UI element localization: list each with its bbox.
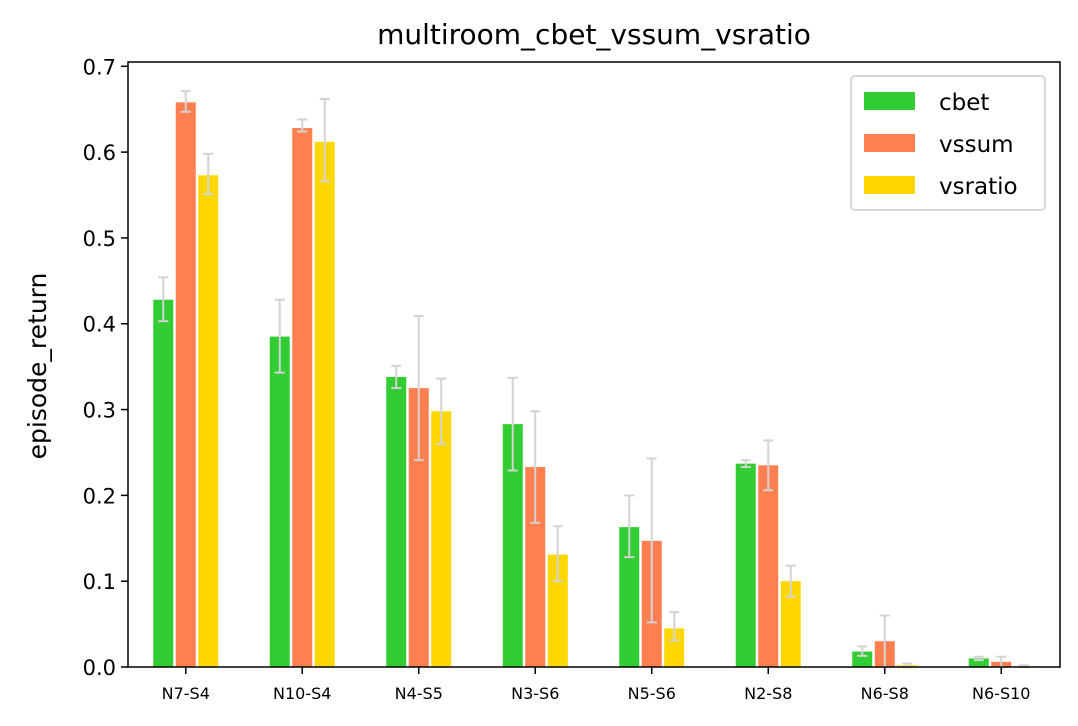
legend: cbet vssum vsratio — [850, 75, 1046, 211]
y-tick-label: 0.7 — [83, 55, 116, 79]
error-bar-vsratio-N7-S4 — [203, 152, 214, 196]
bar-cbet-N4-S5 — [386, 376, 407, 667]
y-axis-label: episode_return — [23, 273, 52, 460]
error-bar-cbet-N3-S6 — [507, 376, 518, 472]
legend-label-vssum: vssum — [939, 132, 1014, 158]
bar-vsratio-N3-S6 — [547, 554, 568, 667]
bar-vssum-N7-S4 — [175, 102, 196, 667]
bar-cbet-N2-S8 — [735, 463, 756, 667]
error-bar-vssum-N7-S4 — [180, 90, 191, 113]
bar-cbet-N6-S10 — [968, 658, 989, 667]
bar-vssum-N3-S6 — [525, 467, 546, 667]
x-tick-label: N3-S6 — [511, 684, 559, 703]
y-tick-label: 0.4 — [83, 313, 116, 337]
legend-swatch-vsratio — [864, 176, 915, 194]
bar-vsratio-N10-S4 — [314, 141, 335, 667]
error-bar-cbet-N6-S10 — [973, 655, 984, 662]
error-bar-vsratio-N4-S5 — [436, 377, 447, 445]
error-bar-vsratio-N2-S8 — [785, 564, 796, 598]
error-bar-cbet-N7-S4 — [158, 276, 169, 323]
error-bar-vsratio-N10-S4 — [319, 97, 330, 183]
bar-cbet-N3-S6 — [502, 424, 523, 667]
x-tick-label: N7-S4 — [162, 684, 210, 703]
bar-vssum-N2-S8 — [758, 465, 779, 667]
error-bar-vssum-N2-S8 — [763, 439, 774, 492]
bar-cbet-N5-S6 — [619, 527, 640, 667]
chart-title: multiroom_cbet_vssum_vsratio — [377, 18, 811, 51]
error-bar-cbet-N2-S8 — [740, 459, 751, 469]
y-tick-label: 0.5 — [83, 227, 116, 251]
error-bar-cbet-N6-S8 — [857, 645, 868, 657]
x-tick-label: N6-S8 — [861, 684, 909, 703]
legend-swatch-vssum — [864, 134, 915, 152]
error-bar-vssum-N3-S6 — [530, 410, 541, 524]
legend-label-cbet: cbet — [939, 90, 989, 116]
x-tick-label: N10-S4 — [273, 684, 331, 703]
bar-vsratio-N7-S4 — [198, 175, 219, 667]
bar-cbet-N7-S4 — [153, 299, 174, 667]
error-bar-cbet-N4-S5 — [391, 364, 402, 390]
bar-vssum-N4-S5 — [408, 388, 429, 667]
legend-label-vsratio: vsratio — [939, 174, 1018, 200]
error-bar-vssum-N4-S5 — [413, 315, 424, 462]
y-tick-label: 0.6 — [83, 141, 116, 165]
bar-vsratio-N4-S5 — [431, 411, 452, 667]
error-bars-layer — [158, 90, 1029, 668]
bar-vsratio-N5-S6 — [664, 628, 685, 667]
error-bar-vssum-N10-S4 — [297, 118, 308, 133]
error-bar-cbet-N10-S4 — [274, 298, 285, 374]
x-tick-label: N5-S6 — [628, 684, 676, 703]
error-bar-vsratio-N3-S6 — [552, 525, 563, 583]
bar-cbet-N10-S4 — [269, 336, 290, 667]
bars-layer — [153, 102, 1034, 667]
bar-vsratio-N2-S8 — [780, 581, 801, 667]
y-tick-label: 0.1 — [83, 570, 116, 594]
x-tick-label: N4-S5 — [395, 684, 443, 703]
y-tick-label: 0.0 — [83, 656, 116, 680]
axes-layer: 0.0 0.1 0.2 0.3 0.4 0.5 0.6 0.7 N7-S4 N10-S4 N4-S5… — [83, 55, 1061, 703]
plot-frame — [127, 61, 1061, 668]
x-tick-label: N2-S8 — [744, 684, 792, 703]
legend-swatch-cbet — [864, 92, 915, 110]
y-tick-label: 0.2 — [83, 484, 116, 508]
bar-vssum-N10-S4 — [292, 128, 313, 667]
error-bar-vsratio-N5-S6 — [669, 611, 680, 642]
y-tick-label: 0.3 — [83, 399, 116, 423]
error-bar-cbet-N5-S6 — [624, 494, 635, 559]
x-tick-label: N6-S10 — [972, 684, 1030, 703]
error-bar-vssum-N5-S6 — [646, 457, 657, 624]
